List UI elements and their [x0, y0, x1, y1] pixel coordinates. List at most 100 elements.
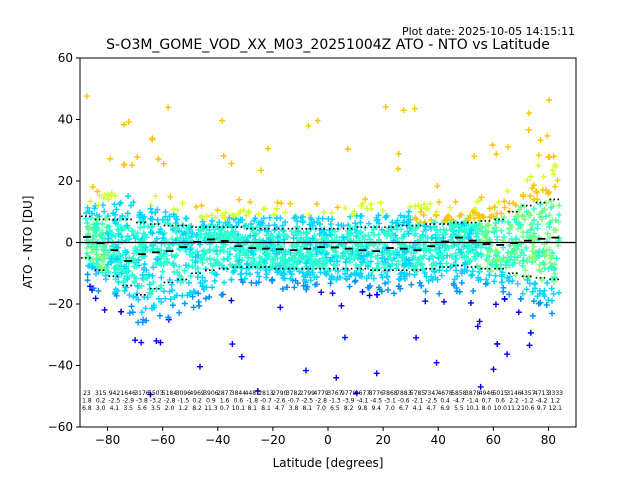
data-point — [167, 296, 174, 303]
data-point — [88, 238, 95, 245]
plot-date: Plot date: 2025-10-05 14:15:11 — [402, 25, 575, 38]
bin-stat-label: 8.0 — [482, 405, 492, 412]
data-point — [194, 265, 201, 272]
data-point — [257, 221, 264, 228]
bin-stat-label: 4677 — [355, 390, 370, 397]
data-point — [433, 359, 440, 366]
data-point — [405, 219, 412, 226]
data-point — [353, 223, 360, 230]
data-point — [153, 235, 160, 242]
data-point — [245, 254, 252, 261]
bin-stat-label: 23 — [83, 390, 91, 397]
data-point — [220, 152, 227, 159]
bin-stat-label: 3844 — [231, 390, 246, 397]
data-point — [554, 177, 561, 184]
data-point — [83, 245, 90, 252]
data-point — [121, 263, 128, 270]
data-point — [531, 251, 538, 258]
data-point — [228, 238, 235, 245]
bin-stat-label: -2.8 — [315, 398, 327, 405]
data-point — [199, 259, 206, 266]
data-point — [273, 215, 280, 222]
data-point — [87, 260, 94, 267]
data-point — [263, 250, 270, 257]
data-point — [375, 231, 382, 238]
data-point — [101, 306, 108, 313]
data-point — [465, 215, 472, 222]
data-point — [444, 252, 451, 259]
data-point — [440, 226, 447, 233]
data-point — [327, 280, 334, 287]
data-point — [548, 285, 555, 292]
data-point — [420, 233, 427, 240]
data-point — [352, 253, 359, 260]
data-point — [337, 254, 344, 261]
data-point — [158, 247, 165, 254]
data-point — [112, 276, 119, 283]
data-point — [481, 232, 488, 239]
bin-stat-label: 0.6 — [495, 398, 505, 405]
data-point — [520, 273, 527, 280]
data-point — [531, 196, 538, 203]
data-point — [264, 145, 271, 152]
data-point — [515, 213, 522, 220]
data-point — [125, 118, 132, 125]
data-point — [421, 269, 428, 276]
data-point — [530, 232, 537, 239]
data-point — [328, 209, 335, 216]
data-point — [209, 217, 216, 224]
data-point — [192, 259, 199, 266]
bin-stat-label: 2790 — [272, 390, 287, 397]
data-point — [504, 143, 511, 150]
data-point — [138, 309, 145, 316]
data-point — [466, 258, 473, 265]
data-point — [165, 244, 172, 251]
data-point — [125, 193, 132, 200]
data-point — [543, 246, 550, 253]
bin-stat-label: 3.5 — [151, 405, 161, 412]
data-point — [148, 209, 155, 216]
data-point — [541, 253, 548, 260]
data-point — [199, 283, 206, 290]
data-point — [413, 334, 420, 341]
bin-stat-label: 7.0 — [385, 405, 395, 412]
data-point — [93, 227, 100, 234]
data-point — [239, 279, 246, 286]
data-point — [518, 240, 525, 247]
data-point — [278, 200, 285, 207]
data-point — [93, 215, 100, 222]
data-point — [228, 160, 235, 167]
data-point — [224, 219, 231, 226]
data-point — [219, 291, 226, 298]
bin-stat-label: 5.5 — [454, 405, 464, 412]
data-point — [280, 270, 287, 277]
data-point — [469, 271, 476, 278]
data-point — [263, 271, 270, 278]
data-point — [92, 295, 99, 302]
data-point — [475, 274, 482, 281]
data-point — [533, 188, 540, 195]
data-point — [494, 210, 501, 217]
data-point — [177, 279, 184, 286]
data-point — [422, 227, 429, 234]
data-point — [534, 225, 541, 232]
data-point — [150, 304, 157, 311]
data-point — [477, 383, 484, 390]
data-point — [126, 236, 132, 243]
data-point — [183, 215, 190, 222]
data-point — [526, 110, 533, 117]
data-point — [316, 221, 323, 228]
data-point — [420, 228, 427, 235]
data-point — [187, 272, 194, 279]
data-point — [174, 207, 181, 214]
data-point — [362, 195, 369, 202]
data-point — [165, 104, 172, 111]
data-point — [475, 236, 482, 243]
bin-stat-label: 0.9 — [206, 398, 216, 405]
data-point — [553, 255, 560, 262]
data-point — [359, 288, 366, 295]
data-point — [422, 288, 429, 295]
data-point — [415, 202, 422, 209]
data-point — [363, 275, 370, 282]
data-point — [500, 254, 507, 261]
